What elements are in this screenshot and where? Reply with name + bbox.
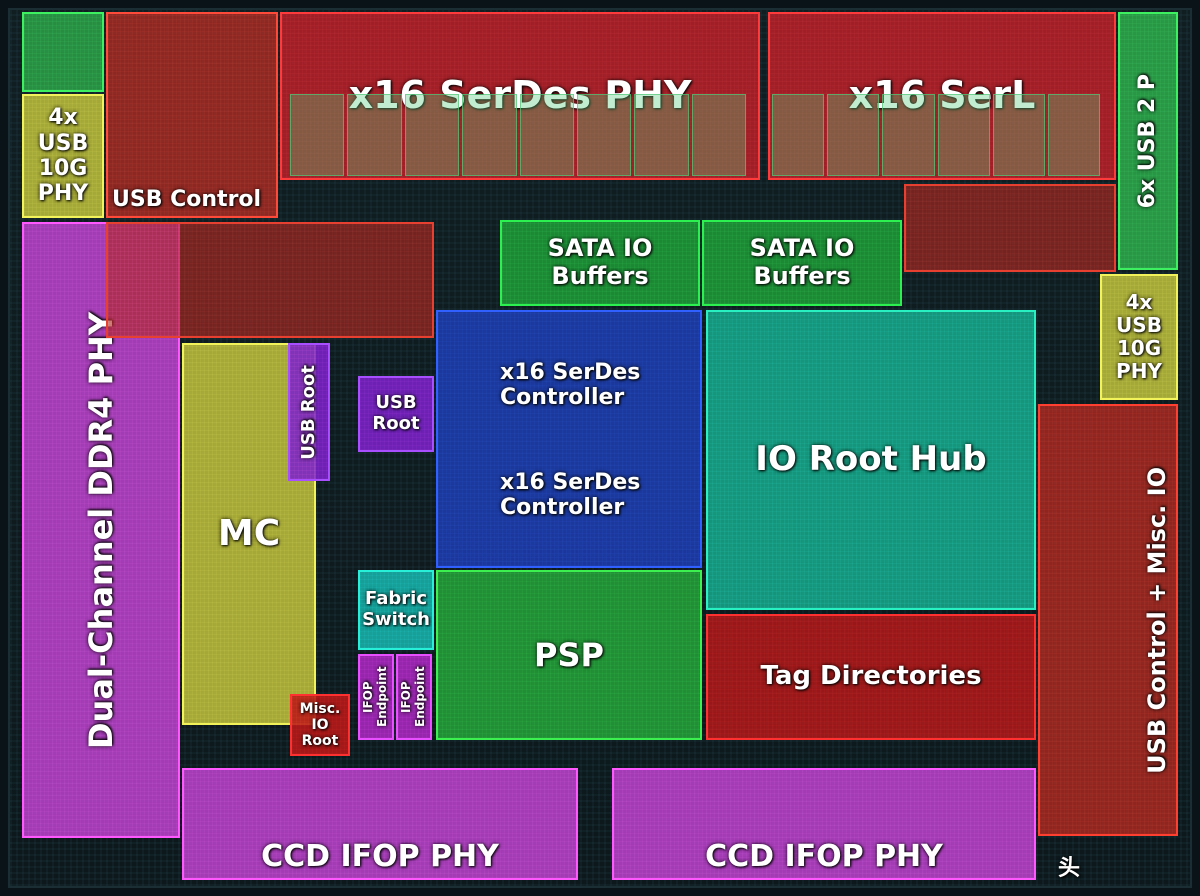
block-usb_4x_10g_right: 4x USB 10G PHY xyxy=(1100,274,1178,400)
block-red_fill_left xyxy=(106,222,434,338)
label-watermark: 头 xyxy=(1058,856,1080,881)
block-label: 4x USB 10G PHY xyxy=(28,105,98,206)
block-psp: PSP xyxy=(436,570,702,740)
block-label: CCD IFOP PHY xyxy=(261,840,499,875)
block-label: IFOP Endpoint xyxy=(400,660,428,734)
phy-cell xyxy=(290,94,344,176)
block-usb_control_left: USB Control xyxy=(106,12,278,218)
block-top_left_green xyxy=(22,12,104,92)
block-label: IO Root Hub xyxy=(755,440,986,479)
block-sata_io_buffers_l: SATA IO Buffers xyxy=(500,220,700,306)
block-label: Misc. IO Root xyxy=(296,701,344,749)
block-label: CCD IFOP PHY xyxy=(705,840,943,875)
phy-cell xyxy=(405,94,459,176)
block-usb_4x_10g_left: 4x USB 10G PHY xyxy=(22,94,104,218)
block-sata_io_buffers_r: SATA IO Buffers xyxy=(702,220,902,306)
block-label: 4x USB 10G PHY xyxy=(1106,291,1172,383)
phy-cell xyxy=(827,94,879,176)
block-label: USB Control + Misc. IO xyxy=(1144,467,1172,774)
phy-cell xyxy=(520,94,574,176)
phy-cell xyxy=(772,94,824,176)
phy-cell xyxy=(993,94,1045,176)
block-misc_io_root: Misc. IO Root xyxy=(290,694,350,756)
phy-cell xyxy=(462,94,516,176)
block-label: SATA IO Buffers xyxy=(708,235,896,290)
block-label: MC xyxy=(218,513,280,554)
block-label: USB Control xyxy=(112,187,261,212)
block-ccd_ifop_l: CCD IFOP PHY xyxy=(182,768,578,880)
block-ifop_endpoint_2: IFOP Endpoint xyxy=(396,654,432,740)
block-usb2_6x: 6x USB 2 P xyxy=(1118,12,1178,270)
phy-cell xyxy=(347,94,401,176)
block-usb_root_2: USB Root xyxy=(358,376,434,452)
block-red_fill_right_top xyxy=(904,184,1116,272)
label-serdes_ctrl_1: x16 SerDes Controller xyxy=(500,360,700,411)
serdes-phy-cells-0 xyxy=(290,94,746,176)
block-serdes_ctrl_container xyxy=(436,310,702,568)
block-io_root_hub: IO Root Hub xyxy=(706,310,1036,610)
block-label: Tag Directories xyxy=(760,662,981,692)
label-serdes_ctrl_2: x16 SerDes Controller xyxy=(500,470,700,521)
phy-cell xyxy=(1048,94,1100,176)
block-usb_root_1: USB Root xyxy=(288,343,330,481)
block-usb_ctrl_misc_io: USB Control + Misc. IO xyxy=(1038,404,1178,836)
serdes-phy-cells-1 xyxy=(772,94,1100,176)
block-label: 6x USB 2 P xyxy=(1135,74,1160,208)
block-fabric_switch: Fabric Switch xyxy=(358,570,434,650)
phy-cell xyxy=(938,94,990,176)
block-label: SATA IO Buffers xyxy=(506,235,694,290)
block-label: Fabric Switch xyxy=(362,589,430,630)
block-ifop_endpoint_1: IFOP Endpoint xyxy=(358,654,394,740)
phy-cell xyxy=(692,94,746,176)
block-label: PSP xyxy=(534,637,604,674)
block-label: USB Root xyxy=(299,365,320,460)
phy-cell xyxy=(882,94,934,176)
phy-cell xyxy=(577,94,631,176)
block-ccd_ifop_r: CCD IFOP PHY xyxy=(612,768,1036,880)
phy-cell xyxy=(634,94,688,176)
block-tag_directories: Tag Directories xyxy=(706,614,1036,740)
block-label: IFOP Endpoint xyxy=(362,660,390,734)
block-label: USB Root xyxy=(364,393,428,434)
block-label: Dual-Channel DDR4 PHY xyxy=(83,312,120,749)
